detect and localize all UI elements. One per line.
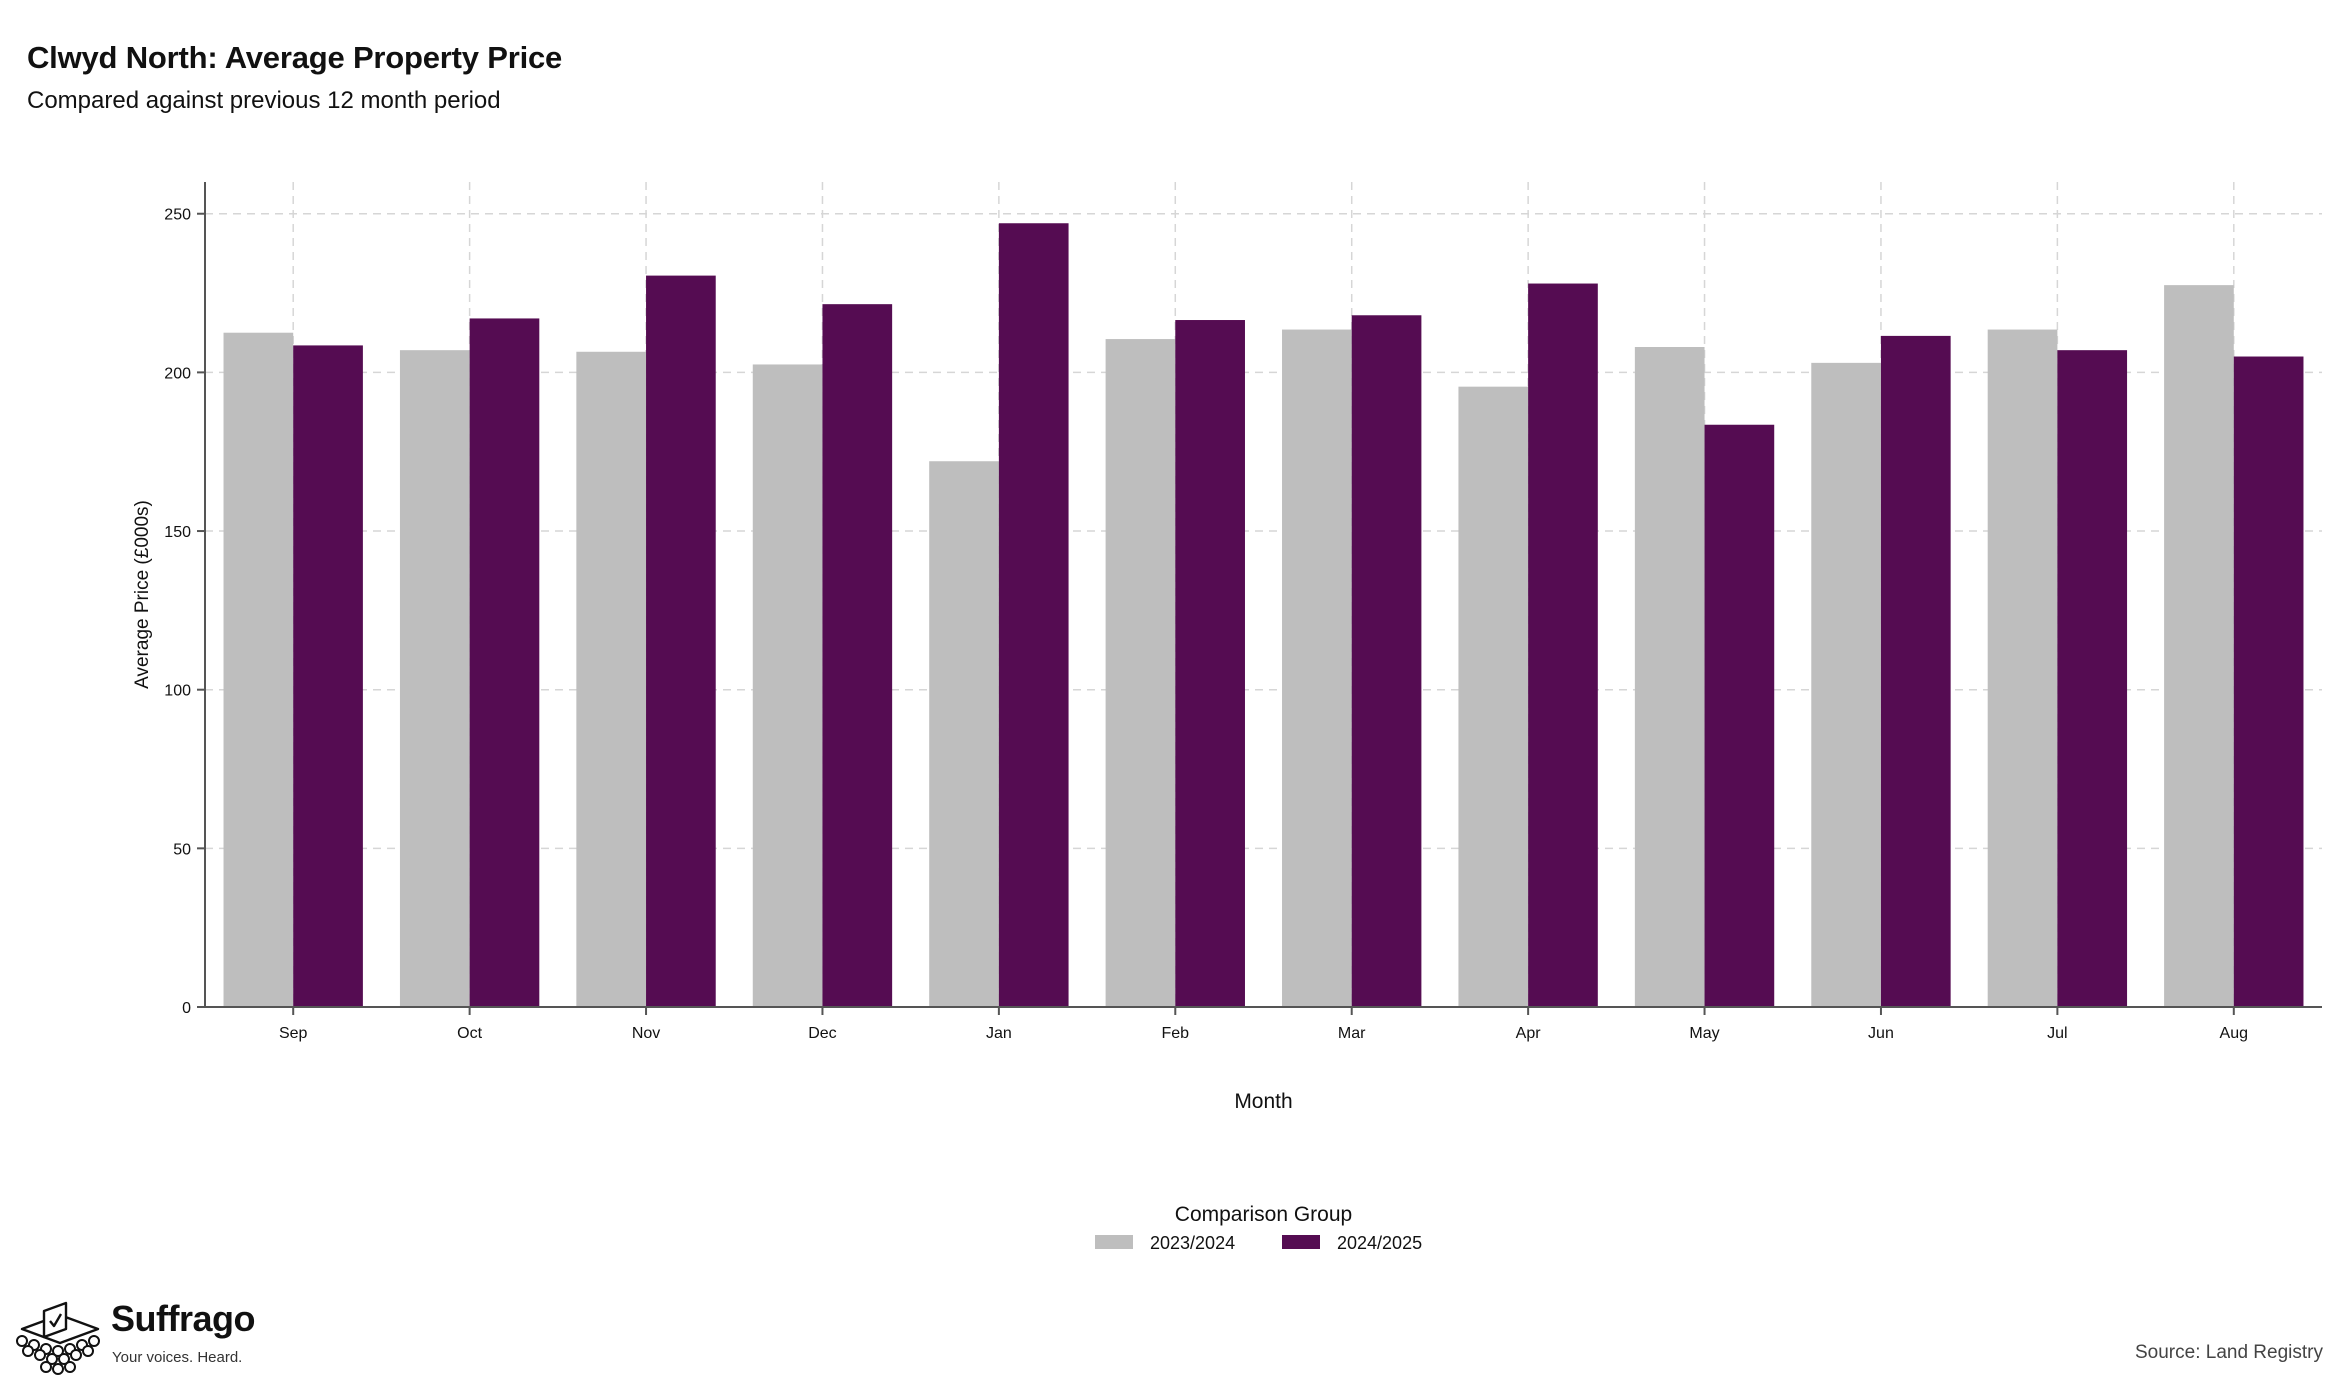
- bar-2023-2024-jun: [1811, 362, 1881, 1008]
- x-tick-label: Jan: [986, 1025, 1012, 1042]
- chart-title: Clwyd North: Average Property Price: [27, 40, 563, 75]
- bar-2024-2025-jul: [2057, 350, 2128, 1007]
- bar-2023-2024-oct: [399, 350, 470, 1007]
- bar-2024-2025-dec: [822, 304, 893, 1007]
- legend-swatch: [1095, 1235, 1133, 1249]
- brand-tagline: Your voices. Heard.: [112, 1349, 243, 1366]
- bar-2023-2024-jul: [1987, 329, 2058, 1007]
- x-tick-label: Mar: [1338, 1025, 1366, 1042]
- x-tick-label: Nov: [632, 1025, 660, 1042]
- bar-2023-2024-dec: [752, 364, 823, 1008]
- chart-subtitle: Compared against previous 12 month perio…: [27, 87, 501, 114]
- bar-2024-2025-oct: [469, 318, 540, 1007]
- x-tick-label: Jul: [2047, 1025, 2067, 1042]
- ballot-box-icon: [16, 1301, 100, 1375]
- bar-2024-2025-mar: [1351, 315, 1422, 1007]
- bar-2024-2025-nov: [646, 275, 716, 1007]
- x-tick-label: Jun: [1868, 1025, 1894, 1042]
- bar-2023-2024-jan: [929, 461, 999, 1007]
- bar-2024-2025-jan: [998, 223, 1069, 1007]
- y-tick-label: 200: [164, 365, 191, 382]
- legend-title: Comparison Group: [1175, 1203, 1352, 1226]
- y-tick-label: 250: [164, 207, 191, 224]
- x-tick-label: Oct: [457, 1025, 482, 1042]
- bar-2024-2025-apr: [1528, 283, 1598, 1007]
- bar-2024-2025-may: [1704, 424, 1775, 1008]
- bar-2023-2024-feb: [1105, 339, 1176, 1007]
- bar-2023-2024-mar: [1282, 329, 1352, 1007]
- legend-swatch: [1282, 1235, 1320, 1249]
- x-tick-label: Apr: [1516, 1025, 1542, 1042]
- x-tick-label: Sep: [279, 1025, 308, 1042]
- y-tick-label: 0: [182, 1000, 191, 1017]
- source-note: Source: Land Registry: [2135, 1342, 2323, 1363]
- bar-2024-2025-jun: [1880, 335, 1951, 1007]
- bar-2023-2024-may: [1634, 347, 1705, 1007]
- bar-2024-2025-aug: [2233, 356, 2304, 1007]
- bars: [223, 223, 2304, 1008]
- x-tick-label: Aug: [2220, 1025, 2248, 1042]
- legend-label: 2023/2024: [1150, 1233, 1235, 1253]
- x-tick-label: May: [1689, 1025, 1719, 1042]
- y-tick-label: 150: [164, 524, 191, 541]
- y-tick-label: 50: [173, 841, 191, 858]
- x-tick-label: Feb: [1162, 1025, 1190, 1042]
- bar-2023-2024-nov: [576, 351, 647, 1007]
- y-tick-label: 100: [164, 683, 191, 700]
- y-axis-title: Average Price (£000s): [132, 500, 153, 689]
- bar-2024-2025-feb: [1175, 320, 1245, 1008]
- legend-label: 2024/2025: [1337, 1233, 1422, 1253]
- x-axis-title: Month: [1234, 1090, 1292, 1113]
- brand-name: Suffrago: [111, 1298, 256, 1339]
- x-tick-label: Dec: [808, 1025, 836, 1042]
- bar-2023-2024-sep: [223, 332, 294, 1007]
- bar-2023-2024-apr: [1458, 386, 1529, 1007]
- axis-labels: 0 50 100 150 200 250 Sep Oct Nov Dec Jan Feb Mar Apr M…: [132, 207, 2248, 1113]
- brand-logo: Suffrago Your voices. Heard.: [14, 1295, 274, 1375]
- axes: [197, 182, 2322, 1015]
- bar-2023-2024-aug: [2164, 285, 2234, 1007]
- bar-2024-2025-sep: [293, 345, 363, 1007]
- legend: Comparison Group 2023/2024 2024/2025: [1095, 1203, 1422, 1253]
